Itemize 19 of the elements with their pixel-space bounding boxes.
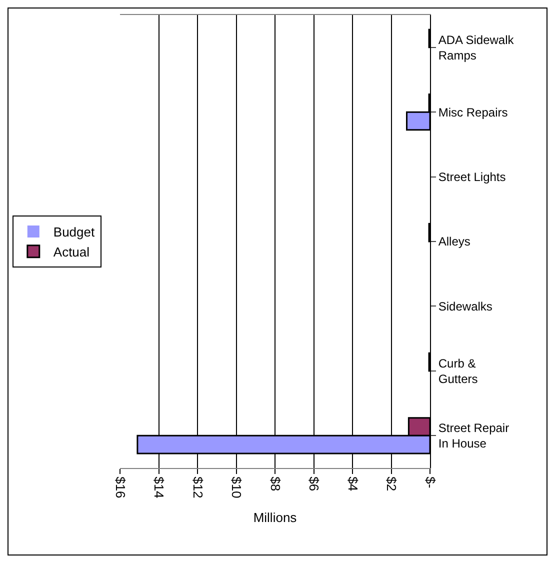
- x-tick-label: $16: [112, 476, 128, 498]
- y-tick-label: Curb & Gutters: [438, 356, 478, 386]
- x-axis-title: Millions: [253, 510, 298, 525]
- y-tick-label: Street Lights: [438, 170, 506, 184]
- x-tick-label: $12: [190, 476, 206, 498]
- x-tick-label: $8: [268, 476, 283, 492]
- x-tick-label: $4: [345, 476, 360, 492]
- y-tick-label: ADA Sidewalk Ramps: [438, 32, 515, 62]
- x-tick-label: $-: [422, 476, 438, 488]
- x-tick-label: $2: [384, 476, 400, 492]
- y-tick-label: Alleys: [438, 234, 470, 249]
- y-tick-label: Misc Repairs: [438, 105, 508, 120]
- x-tick-label: $10: [229, 476, 244, 498]
- legend-label: Actual: [53, 244, 90, 260]
- legend-label: Budget: [53, 224, 95, 240]
- y-tick-label: Sidewalks: [438, 299, 492, 314]
- x-tick-label: $6: [306, 476, 322, 492]
- x-tick-label: $14: [152, 476, 167, 498]
- y-tick-label: Street Repair In House: [438, 421, 510, 451]
